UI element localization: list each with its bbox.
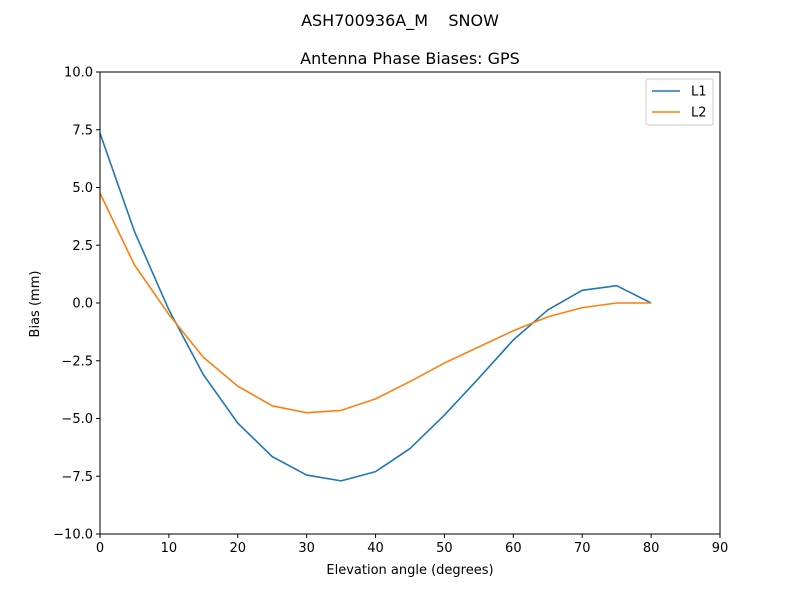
y-tick-label: 10.0 xyxy=(64,66,93,81)
y-tick-label: 2.5 xyxy=(72,239,93,254)
x-tick-label: 20 xyxy=(230,541,247,556)
series-line-l2 xyxy=(99,192,652,414)
chart-title: Antenna Phase Biases: GPS xyxy=(300,49,520,68)
x-tick-label: 0 xyxy=(96,541,104,556)
x-tick-label: 40 xyxy=(367,541,384,556)
y-tick-label: 5.0 xyxy=(72,181,93,196)
y-tick-label: −7.5 xyxy=(61,470,93,485)
legend-label-l2: L2 xyxy=(691,106,707,121)
y-axis-label: Bias (mm) xyxy=(28,271,43,338)
x-tick-label: 80 xyxy=(643,541,660,556)
y-tick-label: −10.0 xyxy=(53,528,93,543)
y-tick-label: −2.5 xyxy=(61,354,93,369)
figure-suptitle: ASH700936A_M SNOW xyxy=(301,11,499,31)
legend-label-l1: L1 xyxy=(691,85,707,100)
x-tick-label: 10 xyxy=(161,541,178,556)
x-tick-label: 60 xyxy=(505,541,522,556)
y-tick-label: 7.5 xyxy=(72,123,93,138)
x-tick-label: 30 xyxy=(298,541,315,556)
x-tick-label: 70 xyxy=(574,541,591,556)
x-axis-label: Elevation angle (degrees) xyxy=(326,563,493,578)
plot-area: 0 10 20 30 40 50 60 70 80 90 −10.0 −7.5 −5.0 −2.5 0.0 2… xyxy=(53,66,728,557)
series-line-l1 xyxy=(99,132,652,482)
y-tick-label: −5.0 xyxy=(61,412,93,427)
y-tick-label: 0.0 xyxy=(72,297,93,312)
x-tick-label: 50 xyxy=(436,541,453,556)
x-tick-label: 90 xyxy=(712,541,729,556)
